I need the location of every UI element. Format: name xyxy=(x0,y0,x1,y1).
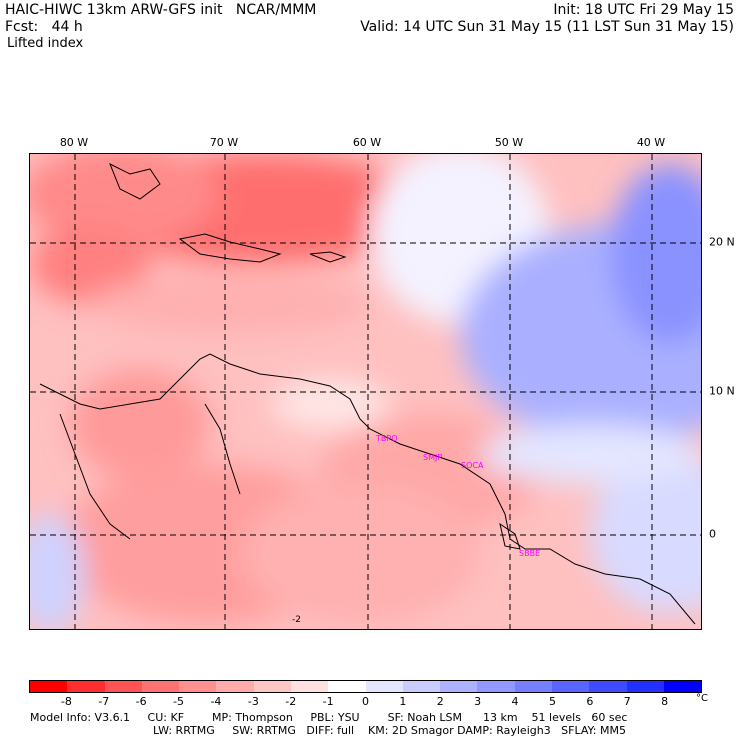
legend-swatch xyxy=(30,681,68,692)
legend-swatch xyxy=(365,681,403,692)
legend-unit: °C xyxy=(696,693,708,704)
legend-tick-label: 2 xyxy=(436,695,444,708)
legend-swatch xyxy=(179,681,217,692)
legend-tick-label: 7 xyxy=(623,695,631,708)
station-labels: TBPO SMJP SOCA SBBE xyxy=(375,434,540,558)
legend-tick-label: -5 xyxy=(173,695,185,708)
lon-label-60w: 60 W xyxy=(352,136,382,149)
legend-tick-label: -2 xyxy=(285,695,297,708)
station-label: SMJP xyxy=(423,453,442,462)
legend-tick-label: -7 xyxy=(98,695,110,708)
lon-label-70w: 70 W xyxy=(209,136,239,149)
legend-tick-label: 1 xyxy=(399,695,407,708)
valid-time: Valid: 14 UTC Sun 31 May 15 (11 LST Sun … xyxy=(360,19,734,35)
legend-swatch xyxy=(141,681,180,692)
color-legend xyxy=(29,680,702,693)
lon-label-50w: 50 W xyxy=(494,136,524,149)
legend-tick-label: -8 xyxy=(60,695,72,708)
legend-swatch xyxy=(440,681,478,692)
station-label: TBPO xyxy=(375,434,398,443)
legend-tick-label: 4 xyxy=(511,695,519,708)
legend-tick-label: -4 xyxy=(210,695,222,708)
lifted-index-map: TBPO SMJP SOCA SBBE -2 xyxy=(29,153,702,630)
legend-swatch xyxy=(551,681,590,692)
legend-swatch xyxy=(663,681,702,692)
legend-swatch xyxy=(514,681,552,692)
legend-swatch xyxy=(328,681,366,692)
station-label: SBBE xyxy=(519,549,540,558)
lon-label-80w: 80 W xyxy=(59,136,89,149)
station-label: SOCA xyxy=(461,461,484,470)
legend-ticks: -8 -7 -6 -5 -4 -3 -2 -1 0 1 2 3 4 5 6 7 8 xyxy=(29,695,702,708)
init-time: Init: 18 UTC Fri 29 May 15 xyxy=(553,2,734,18)
legend-tick-label: -3 xyxy=(247,695,259,708)
lat-label-0: 0 xyxy=(709,527,716,541)
lon-label-40w: 40 W xyxy=(636,136,666,149)
legend-swatch xyxy=(402,681,441,692)
legend-swatch xyxy=(290,681,329,692)
legend-swatch xyxy=(216,681,254,692)
lifted-index-field xyxy=(30,154,701,629)
graticule xyxy=(30,154,701,629)
legend-swatch xyxy=(477,681,515,692)
legend-swatch xyxy=(589,681,627,692)
map-canvas: TBPO SMJP SOCA SBBE -2 xyxy=(30,154,701,629)
legend-swatch xyxy=(67,681,105,692)
model-info-line-2: LW: RRTMG SW: RRTMG DIFF: full KM: 2D Sm… xyxy=(153,724,626,737)
forecast-hour: Fcst: 44 h xyxy=(5,19,83,35)
legend-tick-label: -1 xyxy=(322,695,334,708)
legend-swatch xyxy=(253,681,291,692)
lat-label-10n: 10 N xyxy=(709,384,735,398)
legend-tick-label: 5 xyxy=(548,695,556,708)
legend-tick-label: 6 xyxy=(586,695,594,708)
contour-label: -2 xyxy=(292,615,301,625)
model-info-line-1: Model Info: V3.6.1 CU: KF MP: Thompson P… xyxy=(30,711,628,724)
legend-swatch xyxy=(104,681,142,692)
map-title: HAIC-HIWC 13km ARW-GFS init NCAR/MMM xyxy=(5,2,317,18)
legend-tick-label: 0 xyxy=(362,695,369,708)
legend-swatch xyxy=(626,681,664,692)
field-name: Lifted index xyxy=(7,36,84,51)
lat-label-20n: 20 N xyxy=(709,235,735,249)
legend-tick-label: 8 xyxy=(661,695,669,708)
legend-tick-label: -6 xyxy=(135,695,147,708)
legend-tick-label: 3 xyxy=(474,695,482,708)
